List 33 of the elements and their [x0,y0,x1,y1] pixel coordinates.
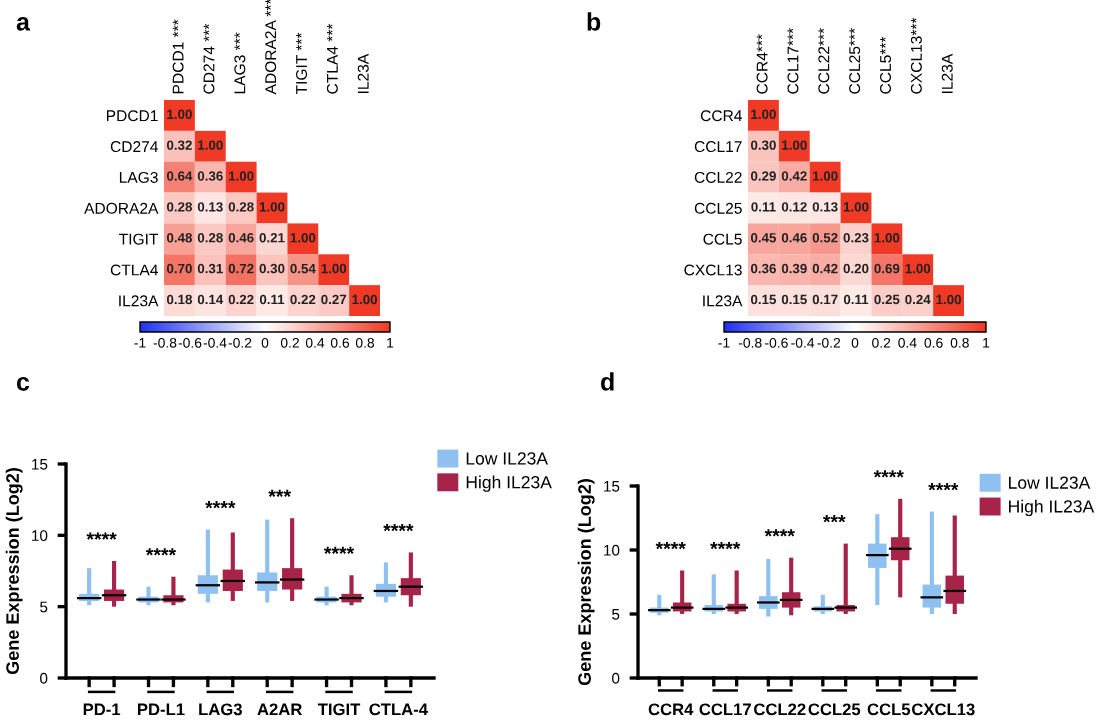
chart-title: d [601,372,614,391]
y-axis-title: Gene Expression (Log2) [5,468,23,675]
text: **** [873,470,904,478]
chart-title: b [587,12,601,31]
legend-label: Low IL23A [1009,476,1091,489]
y-axis-title: Gene Expression (Log2) [577,479,595,686]
annotation: **** [764,529,795,537]
x-tick-label: CCL5 [867,703,911,716]
x-tick-label: CCL22 [754,703,806,716]
chart-title: c [16,377,30,391]
x-tick-label: PD-L1 [138,703,185,716]
x-tick-label: TIGIT [317,703,361,716]
annotation: **** [928,483,959,491]
legend-label: Low IL23A [466,452,548,465]
annotation: **** [383,523,414,532]
x-tick-label: A2AR [257,703,303,716]
annotation: **** [710,541,741,550]
annotation: *** [822,515,846,523]
x-tick-label: CTLA-4 [369,703,428,716]
annotation: *** [268,489,292,497]
x-tick-label: CXCL13 [912,703,975,716]
x-tick-label: CCR4 [648,703,694,716]
annotation: **** [86,532,117,540]
annotation: **** [145,548,177,556]
x-tick-label: CCL25 [808,703,861,716]
annotation: **** [655,541,686,550]
x-tick-label: LAG3 [199,703,242,716]
legend-label: High IL23A [466,475,552,492]
annotation: **** [323,546,355,554]
legend-label: High IL23A [1009,499,1095,517]
chart-title: a [16,17,31,31]
annotation: **** [205,501,236,509]
x-tick-label: PD-1 [83,703,121,716]
